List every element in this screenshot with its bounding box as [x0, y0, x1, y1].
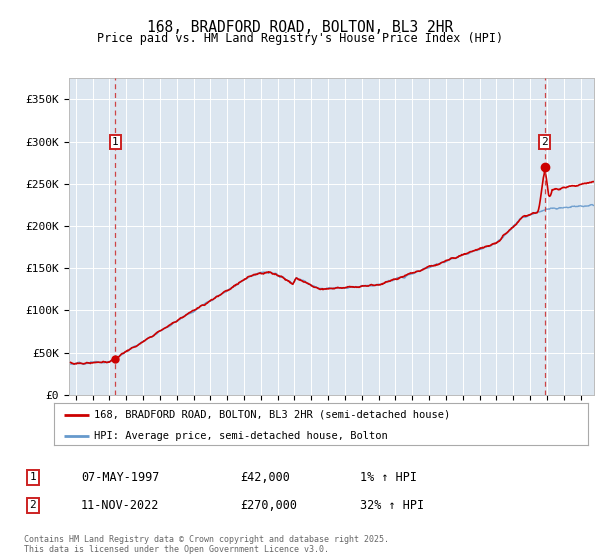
Text: 2: 2 [29, 500, 37, 510]
Text: Contains HM Land Registry data © Crown copyright and database right 2025.
This d: Contains HM Land Registry data © Crown c… [24, 535, 389, 554]
Text: HPI: Average price, semi-detached house, Bolton: HPI: Average price, semi-detached house,… [94, 431, 388, 441]
Text: £42,000: £42,000 [240, 470, 290, 484]
Text: £270,000: £270,000 [240, 498, 297, 512]
Text: 07-MAY-1997: 07-MAY-1997 [81, 470, 160, 484]
Text: 11-NOV-2022: 11-NOV-2022 [81, 498, 160, 512]
Text: 1: 1 [112, 137, 119, 147]
Text: Price paid vs. HM Land Registry's House Price Index (HPI): Price paid vs. HM Land Registry's House … [97, 32, 503, 45]
Text: 1% ↑ HPI: 1% ↑ HPI [360, 470, 417, 484]
Text: 32% ↑ HPI: 32% ↑ HPI [360, 498, 424, 512]
Text: 168, BRADFORD ROAD, BOLTON, BL3 2HR (semi-detached house): 168, BRADFORD ROAD, BOLTON, BL3 2HR (sem… [94, 410, 450, 420]
Text: 2: 2 [541, 137, 548, 147]
Text: 168, BRADFORD ROAD, BOLTON, BL3 2HR: 168, BRADFORD ROAD, BOLTON, BL3 2HR [147, 20, 453, 35]
Text: 1: 1 [29, 472, 37, 482]
